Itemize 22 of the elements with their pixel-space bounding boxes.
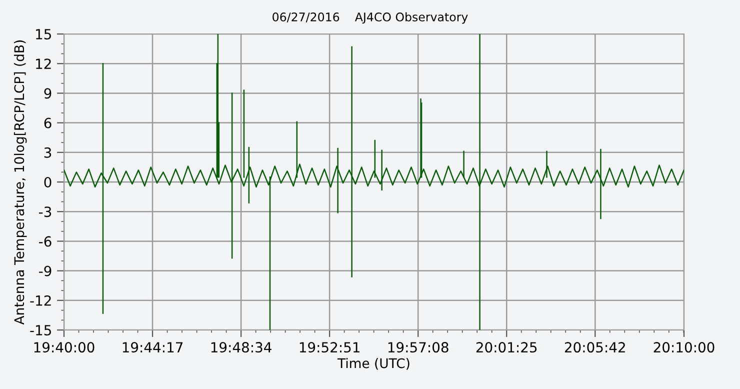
x-tick-label: 20:01:25 bbox=[476, 342, 537, 353]
y-tick-label: 6 bbox=[44, 118, 52, 128]
chart-title: 06/27/2016 AJ4CO Observatory bbox=[272, 12, 468, 24]
x-tick-label: 20:10:00 bbox=[654, 342, 714, 353]
x-tick-label: 20:05:42 bbox=[564, 342, 625, 353]
y-axis-title: Antenna Temperature, 10log[RCP/LCP] (dB) bbox=[14, 40, 27, 325]
y-tick-label: 0 bbox=[44, 176, 52, 188]
y-tick-label: -15 bbox=[30, 325, 51, 336]
y-tick-label: -9 bbox=[39, 266, 52, 276]
x-tick-label: 19:40:00 bbox=[34, 342, 94, 353]
x-tick-label: 19:57:08 bbox=[388, 342, 448, 353]
y-tick-label: -3 bbox=[39, 206, 52, 218]
y-tick-label: -6 bbox=[39, 236, 52, 247]
y-tick-label: 15 bbox=[36, 29, 51, 40]
y-tick-label: -12 bbox=[30, 295, 51, 306]
x-tick-label: 19:52:51 bbox=[300, 342, 360, 353]
x-tick-label: 19:44:17 bbox=[122, 342, 183, 353]
y-tick-label: 3 bbox=[44, 147, 52, 158]
x-tick-label: 19:48:34 bbox=[211, 342, 272, 353]
y-tick-label: 12 bbox=[36, 58, 51, 69]
x-axis-title: Time (UTC) bbox=[338, 358, 410, 370]
y-tick-label: 9 bbox=[44, 88, 52, 99]
